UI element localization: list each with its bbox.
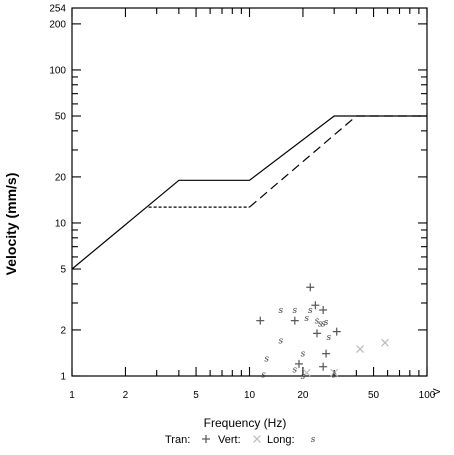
x-tick-label: 50 [368,390,380,401]
point-long: s [301,350,306,360]
point-long: s [332,371,337,381]
y-tick-labels: 1 2 5 10 20 50 100 200 254 [49,4,66,383]
point-long: s [292,366,297,376]
x-tick-label: 2 [123,390,129,401]
point-tran [311,301,320,310]
point-long: s [264,355,269,365]
point-long: s [278,337,283,347]
x-tick-label: 100 [419,390,436,401]
point-long: s [327,333,332,343]
limit-lines [71,115,427,270]
point-vert [356,345,365,353]
limit-line-dashed [249,115,427,208]
point-long: s [308,306,313,316]
point-vert [330,368,339,377]
legend-marker: s [311,435,316,445]
x-tick-label: 5 [193,390,199,401]
x-axis-title: Frequency (Hz) [204,416,287,430]
y-tick-label: 50 [55,112,67,123]
point-long: s [321,320,326,330]
y-tick-label: 200 [49,19,66,30]
legend-marker [253,435,261,443]
point-long: s [301,372,306,382]
y-tick-label: 1 [60,372,66,383]
y-tick-label: 2 [60,325,66,336]
point-long: s [278,306,283,316]
point-tran [332,327,341,336]
point-tran [319,305,328,314]
x-axis-end-label: V [432,388,443,395]
point-vert [381,338,389,347]
y-tick-label: 10 [55,218,67,229]
y-tick-label: 100 [49,65,66,76]
point-vert [302,368,311,377]
legend: Tran: Vert: Long: s [165,434,316,446]
point-tran [256,316,265,325]
legend-label: Vert: [218,434,241,446]
point-long: s [304,314,309,324]
x-tick-label: 10 [244,390,256,401]
axis-ticks [71,8,428,377]
y-tick-label: 254 [49,4,66,15]
legend-label: Tran: [165,434,190,446]
x-tick-label: 1 [69,390,75,401]
point-long: s [318,320,323,330]
point-tran [294,359,303,368]
limit-line-solid [71,115,427,270]
y-axis-title: Velocity (mm/s) [3,173,19,276]
point-tran [319,362,328,371]
point-long: s [261,371,266,381]
point-tran [322,349,331,358]
plot-border [71,7,428,377]
legend-label: Long: [267,434,295,446]
point-long: s [292,306,297,316]
point-long: s [315,317,320,327]
point-tran [312,329,321,338]
point-tran [306,283,315,292]
plot-frame [71,7,428,377]
y-tick-label: 5 [60,265,66,276]
x-tick-labels: 1 2 5 10 20 50 100 [69,390,436,401]
legend-marker [202,435,210,443]
point-tran [290,316,299,325]
y-tick-label: 20 [55,172,67,183]
x-tick-label: 20 [297,390,309,401]
point-long: s [324,318,329,328]
